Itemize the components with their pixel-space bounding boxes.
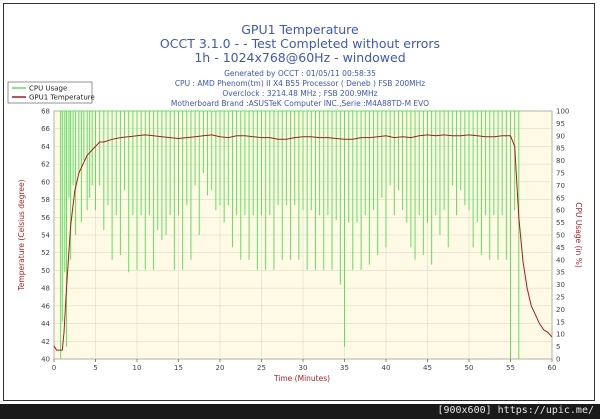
y-right-tick-label: 15 <box>556 318 565 326</box>
y-right-tick-label: 40 <box>556 256 565 264</box>
info-motherboard: Motherboard Brand :ASUSTeK Computer INC.… <box>171 99 429 108</box>
y-right-tick-label: 80 <box>556 157 565 165</box>
y-left-tick-label: 60 <box>41 178 50 186</box>
x-tick-label: 10 <box>133 364 142 372</box>
y-right-tick-label: 45 <box>556 244 565 252</box>
x-tick-label: 0 <box>52 364 56 372</box>
x-axis-label: Time (Minutes) <box>273 374 330 383</box>
y-left-tick-label: 66 <box>41 125 50 133</box>
y-right-tick-label: 50 <box>556 232 565 240</box>
y-right-tick-label: 35 <box>556 269 565 277</box>
y-left-tick-label: 40 <box>41 356 50 364</box>
y-left-tick-label: 68 <box>41 108 50 116</box>
legend-gpu-label: GPU1 Temperature <box>29 94 95 102</box>
info-overclock: Overclock : 3214.48 MHz ; FSB 200.9MHz <box>222 89 377 98</box>
y-right-tick-label: 95 <box>556 120 565 128</box>
x-tick-label: 55 <box>506 364 515 372</box>
legend-cpu-label: CPU Usage <box>29 85 67 93</box>
x-tick-label: 5 <box>93 364 97 372</box>
y-right-tick-label: 100 <box>556 108 569 116</box>
y-axis-right-label: CPU Usage (in %) <box>574 202 583 268</box>
gpu-temperature-line <box>53 134 553 351</box>
y-left-tick-label: 44 <box>41 320 50 328</box>
y-left-tick-label: 46 <box>41 302 50 310</box>
y-right-tick-label: 85 <box>556 145 565 153</box>
y-left-tick-label: 58 <box>41 196 50 204</box>
x-tick-label: 60 <box>548 364 557 372</box>
y-right-tick-label: 70 <box>556 182 565 190</box>
x-tick-label: 45 <box>423 364 432 372</box>
y-right-tick-label: 10 <box>556 331 565 339</box>
y-left-tick-label: 54 <box>41 232 50 240</box>
x-tick-label: 25 <box>257 364 266 372</box>
x-tick-label: 40 <box>382 364 391 372</box>
info-cpu: CPU : AMD Phenom(tm) II X4 B55 Processor… <box>175 79 425 88</box>
y-axis-left-label: Temperature (Celsius degree) <box>17 179 26 291</box>
x-tick-label: 50 <box>465 364 474 372</box>
axis-ticks: 0 5 10 15 20 25 30 35 40 45 50 55 604042444648505254… <box>41 108 569 373</box>
y-left-tick-label: 48 <box>41 285 50 293</box>
y-right-tick-label: 5 <box>556 343 560 351</box>
x-tick-label: 15 <box>174 364 183 372</box>
y-right-tick-label: 75 <box>556 170 565 178</box>
chart-subtitle: OCCT 3.1.0 - - Test Completed without er… <box>160 36 440 51</box>
legend: CPU Usage GPU1 Temperature <box>7 81 95 104</box>
x-tick-label: 30 <box>299 364 308 372</box>
y-right-tick-label: 20 <box>556 306 565 314</box>
watermark-bar: [900x600] https://upic.me/ <box>0 404 600 419</box>
y-right-tick-label: 0 <box>556 356 560 364</box>
y-right-tick-label: 65 <box>556 194 565 202</box>
chart-title: GPU1 Temperature <box>241 22 359 37</box>
y-left-tick-label: 42 <box>41 338 50 346</box>
y-right-tick-label: 60 <box>556 207 565 215</box>
cpu-usage-series <box>60 110 520 359</box>
y-right-tick-label: 90 <box>556 132 565 140</box>
legend-box <box>7 81 93 104</box>
x-tick-label: 20 <box>216 364 225 372</box>
watermark-text: [900x600] https://upic.me/ <box>437 405 594 416</box>
y-left-tick-label: 62 <box>41 161 50 169</box>
x-tick-label: 35 <box>340 364 349 372</box>
y-left-tick-label: 52 <box>41 249 50 257</box>
y-left-tick-label: 50 <box>41 267 50 275</box>
y-right-tick-label: 30 <box>556 281 565 289</box>
y-left-tick-label: 56 <box>41 214 50 222</box>
chart-mode: 1h - 1024x768@60Hz - windowed <box>194 50 405 65</box>
info-generated: Generated by OCCT : 01/05/11 00:58:35 <box>224 69 376 78</box>
y-left-tick-label: 64 <box>41 143 50 151</box>
y-right-tick-label: 25 <box>556 294 565 302</box>
y-right-tick-label: 55 <box>556 219 565 227</box>
